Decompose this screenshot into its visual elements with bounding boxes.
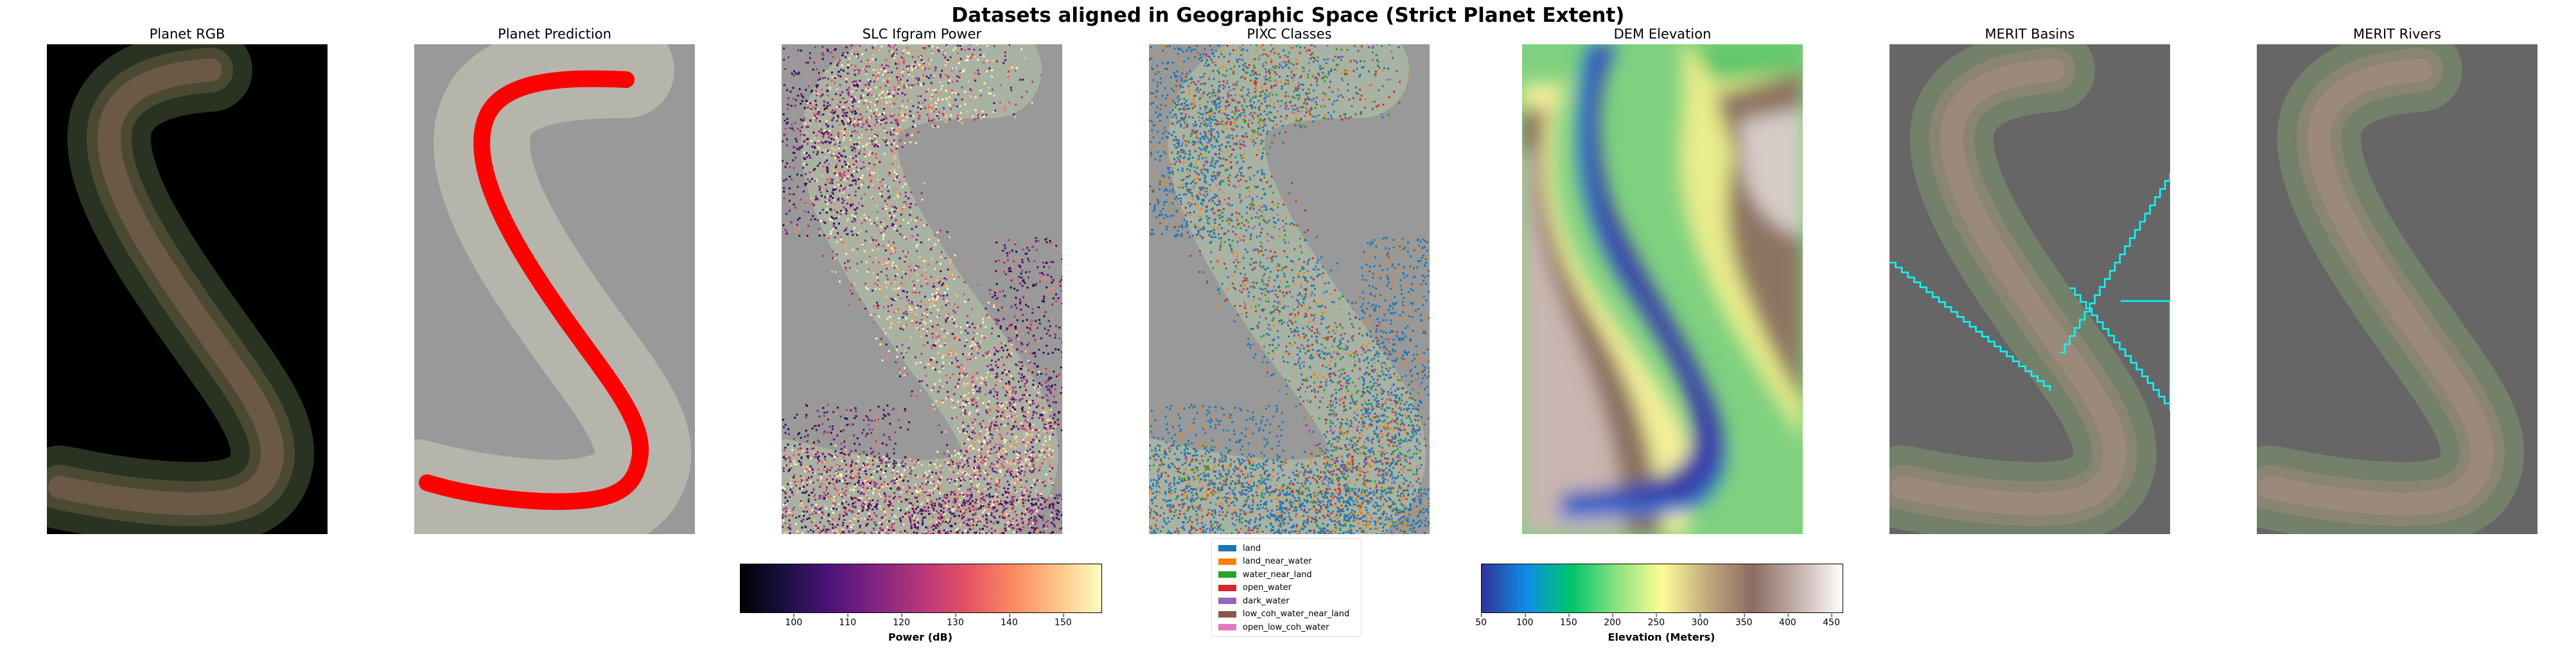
legend-entry: open_water (1218, 582, 1292, 594)
panel-merit-rivers (2257, 44, 2537, 534)
legend-label: land (1243, 543, 1261, 553)
legend-swatch (1218, 610, 1236, 618)
legend-label: water_near_land (1243, 569, 1312, 580)
colorbar-tick-label: 110 (839, 614, 857, 628)
legend-label: land_near_water (1243, 557, 1312, 566)
legend-label: open_low_coh_water (1243, 622, 1329, 632)
power-colorbar-label: Power (dB) (888, 631, 953, 643)
colorbar-tick-label: 50 (1475, 614, 1487, 628)
legend-swatch (1218, 624, 1236, 630)
colorbar-tick-label: 100 (785, 614, 803, 628)
panel-dem-elevation (1522, 44, 1803, 534)
colorbar-tick-label: 130 (947, 614, 964, 628)
legend-swatch (1218, 584, 1236, 591)
legend-entry: water_near_land (1218, 569, 1312, 580)
colorbar-tick-label: 140 (1001, 614, 1018, 628)
panel-title-slc-power: SLC Ifgram Power (862, 26, 982, 42)
legend-entry: low_coh_water_near_land (1218, 609, 1349, 620)
colorbar-tick-label: 250 (1647, 614, 1665, 628)
elevation-colorbar-label: Elevation (Meters) (1608, 631, 1715, 643)
panel-pixc-classes (1149, 44, 1430, 534)
panel-title-merit-rivers: MERIT Rivers (2353, 26, 2442, 42)
basin-boundary-line (2069, 287, 2170, 410)
legend-swatch (1218, 545, 1236, 551)
legend-entry: land (1218, 542, 1261, 554)
legend-label: open_water (1243, 583, 1292, 593)
colorbar-tick-label: 300 (1691, 614, 1709, 628)
basin-boundary-line (1889, 261, 2051, 391)
colorbar-tick-label: 120 (893, 614, 911, 628)
panel-title-pixc-classes: PIXC Classes (1247, 26, 1332, 42)
colorbar-tick-label: 400 (1779, 614, 1796, 628)
colorbar-tick-label: 100 (1516, 614, 1534, 628)
elevation-colorbar (1481, 564, 1843, 613)
colorbar-tick-label: 150 (1054, 614, 1072, 628)
legend-entry: open_low_coh_water (1218, 621, 1329, 633)
elevation-colorbar-ticks: 50 100 150 200 250 300 350 400 450 (1475, 614, 1842, 643)
panel-title-dem-elevation: DEM Elevation (1613, 26, 1712, 42)
panel-slc-power (782, 44, 1062, 534)
panel-title-planet-rgb: Planet RGB (149, 26, 225, 42)
colorbar-tick-label: 350 (1735, 614, 1753, 628)
legend-swatch (1218, 571, 1236, 578)
power-colorbar (740, 564, 1102, 613)
panel-merit-basins (1889, 44, 2170, 534)
colorbar-tick-label: 200 (1604, 614, 1621, 628)
legend-entry: land_near_water (1218, 556, 1312, 567)
legend-swatch (1218, 598, 1236, 604)
legend-label: dark_water (1243, 596, 1290, 606)
legend-label: low_coh_water_near_land (1243, 609, 1350, 619)
panel-planet-prediction (414, 44, 695, 534)
basin-boundary-line (2060, 173, 2170, 354)
pixc-legend: land land_near_water water_near_land open_w… (1211, 538, 1362, 637)
colorbar-tick-label: 450 (1823, 614, 1840, 628)
legend-entry: dark_water (1218, 595, 1290, 607)
colorbar-tick-label: 150 (1560, 614, 1577, 628)
panel-title-merit-basins: MERIT Basins (1985, 26, 2075, 42)
figure-title: Datasets aligned in Geographic Space (St… (951, 4, 1625, 27)
panel-planet-rgb (47, 44, 328, 534)
panel-title-planet-prediction: Planet Prediction (498, 26, 611, 42)
legend-swatch (1218, 558, 1236, 565)
power-colorbar-ticks: 100 110 120 130 140 150 (740, 614, 1101, 643)
